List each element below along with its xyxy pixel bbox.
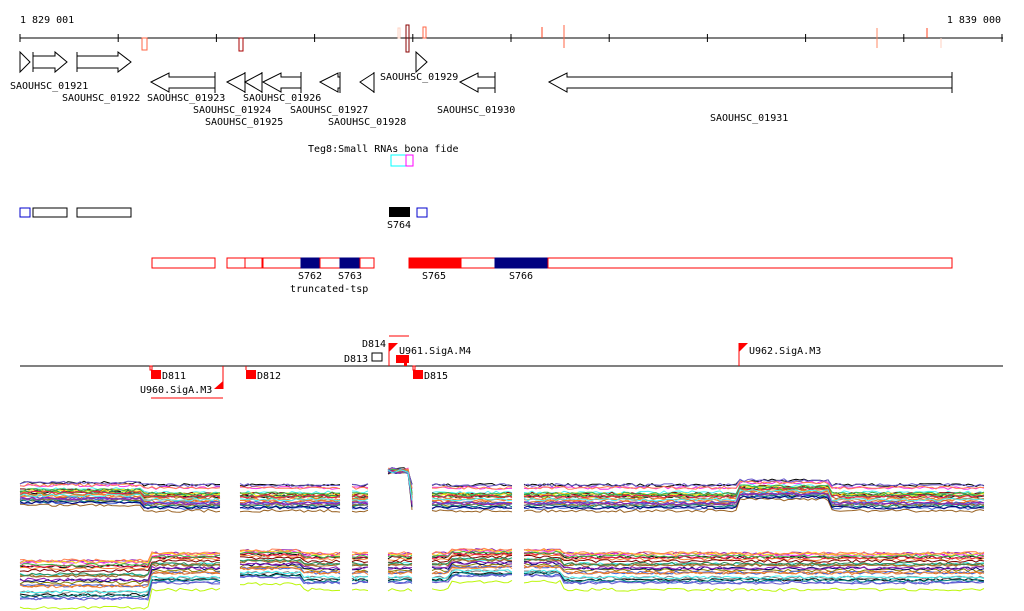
srna-s764-label: S764 — [387, 220, 411, 231]
gene-label[interactable]: SAOUHSC_01923 — [147, 93, 225, 104]
gene-arrow-reverse[interactable] — [359, 72, 375, 93]
gene-arrow-reverse[interactable] — [458, 72, 496, 93]
promoter-d812[interactable] — [246, 370, 256, 379]
gene-arrow-reverse[interactable] — [243, 72, 263, 93]
expression-line — [20, 572, 1000, 597]
srna-feature[interactable] — [32, 207, 68, 218]
srna-feature[interactable] — [76, 207, 132, 218]
gene-label[interactable]: SAOUHSC_01924 — [193, 105, 271, 116]
transcript-s766[interactable] — [494, 257, 549, 269]
srna-s764[interactable] — [389, 207, 410, 217]
transcript-label-s766: S766 — [509, 271, 533, 282]
gene-track — [19, 50, 953, 93]
transcript-s763[interactable] — [339, 257, 361, 269]
transcript-segment[interactable] — [262, 257, 302, 269]
ruler-start-label: 1 829 001 — [20, 15, 74, 26]
promoter-d813[interactable] — [371, 352, 383, 362]
gene-label[interactable]: SAOUHSC_01931 — [710, 113, 788, 124]
gene-arrow-reverse[interactable] — [149, 72, 216, 93]
transcript-segment[interactable] — [151, 257, 216, 269]
srna-feature[interactable] — [416, 207, 428, 218]
transcript-segment[interactable] — [547, 257, 953, 269]
teg8-track-label: Teg8:Small RNAs bona fide — [308, 144, 459, 155]
promoter-label-d812: D812 — [257, 371, 281, 382]
promoter-track: D811 U960.SigA.M3 D812 D813 D814 U961.Si… — [20, 335, 1003, 399]
transcript-segment[interactable] — [359, 257, 375, 269]
promoter-label-d815: D815 — [424, 371, 448, 382]
promoter-label-u960: U960.SigA.M3 — [140, 385, 212, 396]
teg8-feature[interactable] — [390, 154, 407, 167]
promoter-d815[interactable] — [413, 370, 423, 379]
ruler-end-label: 1 839 000 — [947, 15, 1001, 26]
expression-line — [20, 580, 1000, 609]
gene-label[interactable]: SAOUHSC_01929 — [380, 72, 458, 83]
gene-arrow-reverse[interactable] — [318, 72, 341, 93]
gene-label[interactable]: SAOUHSC_01926 — [243, 93, 321, 104]
srna-track: S764 — [19, 207, 428, 231]
expression-line — [20, 468, 1000, 487]
promoter-label-d813: D813 — [344, 354, 368, 365]
gene-labels: SAOUHSC_01921 SAOUHSC_01922 SAOUHSC_0192… — [10, 72, 788, 128]
promoter-u960[interactable] — [214, 381, 223, 389]
gene-arrow-reverse[interactable] — [225, 72, 246, 93]
transcript-segment[interactable] — [244, 257, 263, 269]
expression-track-2[interactable] — [20, 548, 1000, 609]
promoter-u961[interactable] — [389, 343, 398, 352]
gene-arrow-01921[interactable] — [19, 50, 31, 74]
gene-label[interactable]: SAOUHSC_01928 — [328, 117, 406, 128]
expression-line — [20, 469, 1000, 494]
gene-label[interactable]: SAOUHSC_01930 — [437, 105, 515, 116]
snp-marks — [141, 24, 942, 53]
transcript-label-s765: S765 — [422, 271, 446, 282]
promoter-u962[interactable] — [739, 343, 748, 352]
gene-arrow-01929[interactable] — [415, 50, 428, 74]
promoter-label-d814: D814 — [362, 339, 386, 350]
transcript-segment[interactable] — [226, 257, 246, 269]
promoter-label-d811: D811 — [162, 371, 186, 382]
ruler: 1 829 001 1 839 000 — [19, 15, 1003, 53]
transcript-label-s763: S763 — [338, 271, 362, 282]
transcript-s762[interactable] — [300, 257, 321, 269]
transcript-label-truncated: truncated-tsp — [290, 284, 368, 295]
gene-arrow-01922a[interactable] — [32, 50, 68, 74]
gene-label[interactable]: SAOUHSC_01927 — [290, 105, 368, 116]
transcript-label-s762: S762 — [298, 271, 322, 282]
gene-label[interactable]: SAOUHSC_01925 — [205, 117, 283, 128]
promoter-label-u962: U962.SigA.M3 — [749, 346, 821, 357]
promoter-d811[interactable] — [151, 370, 161, 379]
transcript-segment[interactable] — [460, 257, 496, 269]
expression-track-1[interactable] — [20, 468, 1000, 513]
gene-label[interactable]: SAOUHSC_01922 — [62, 93, 140, 104]
gene-arrow-01922[interactable] — [76, 50, 132, 74]
srna-feature[interactable] — [19, 207, 31, 218]
transcript-track — [151, 257, 953, 269]
gene-arrow-reverse[interactable] — [547, 72, 953, 93]
promoter-label-u961: U961.SigA.M4 — [399, 346, 471, 357]
gene-arrow-reverse[interactable] — [261, 72, 302, 93]
gene-label[interactable]: SAOUHSC_01921 — [10, 81, 88, 92]
transcript-s765[interactable] — [408, 257, 462, 269]
transcript-segment[interactable] — [319, 257, 341, 269]
expression-line — [20, 468, 1000, 487]
teg8-feature[interactable] — [405, 154, 414, 167]
